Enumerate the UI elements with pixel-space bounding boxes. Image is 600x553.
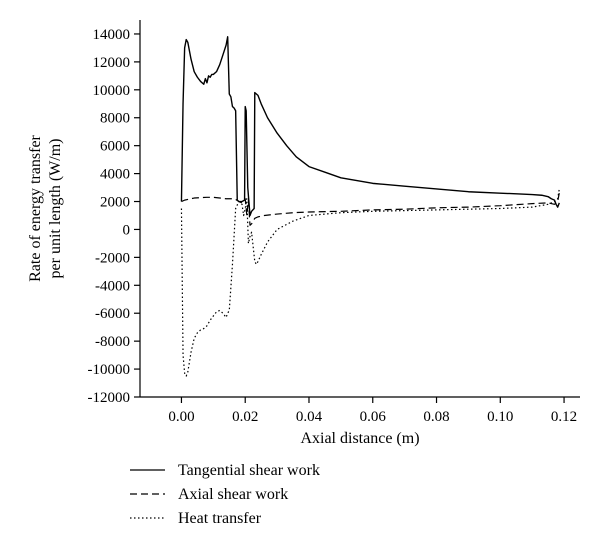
series-line-dotted xyxy=(180,188,560,377)
y-tick-label: -2000 xyxy=(95,250,130,266)
series-line-solid xyxy=(180,36,560,217)
y-ticks: -12000 -10000 -8000 -6000 -4000 -2000 0 2000 400… xyxy=(88,27,140,406)
y-tick-label: 10000 xyxy=(93,83,131,99)
plot-area xyxy=(180,36,560,377)
y-tick-label: -10000 xyxy=(88,362,131,378)
y-axis-label-line-1: Rate of energy transfer xyxy=(27,134,44,281)
y-tick-label: 6000 xyxy=(100,139,130,155)
y-tick-label: 0 xyxy=(123,222,131,238)
y-tick-label: -8000 xyxy=(95,334,130,350)
y-tick-label: 4000 xyxy=(100,167,130,183)
x-tick-label: 0.12 xyxy=(551,409,577,425)
x-tick-label: 0.04 xyxy=(296,409,323,425)
x-axis-label: Axial distance (m) xyxy=(300,430,419,447)
x-tick-label: 0.06 xyxy=(360,409,387,425)
legend-label: Heat transfer xyxy=(178,510,262,527)
x-ticks: 0.00 0.02 0.04 0.06 0.08 0.10 0.12 xyxy=(168,397,577,425)
y-tick-label: 2000 xyxy=(100,195,130,211)
y-tick-label: -4000 xyxy=(95,278,130,294)
y-tick-label: 14000 xyxy=(93,27,131,43)
y-tick-label: -6000 xyxy=(95,306,130,322)
y-axis-label-line-2: per unit length (W/m) xyxy=(47,139,64,279)
series-line-dashed xyxy=(181,193,560,226)
legend-label: Axial shear work xyxy=(178,486,288,503)
legend-label: Tangential shear work xyxy=(178,462,320,479)
x-tick-label: 0.02 xyxy=(232,409,258,425)
x-tick-label: 0.00 xyxy=(168,409,194,425)
x-tick-label: 0.08 xyxy=(423,409,449,425)
x-tick-label: 0.10 xyxy=(487,409,513,425)
y-tick-label: -12000 xyxy=(88,390,131,406)
y-tick-label: 12000 xyxy=(93,55,131,71)
y-axis-label: Rate of energy transfer per unit length … xyxy=(27,134,64,281)
y-tick-label: 8000 xyxy=(100,111,130,127)
legend: Tangential shear work Axial shear work Hea… xyxy=(130,462,320,527)
